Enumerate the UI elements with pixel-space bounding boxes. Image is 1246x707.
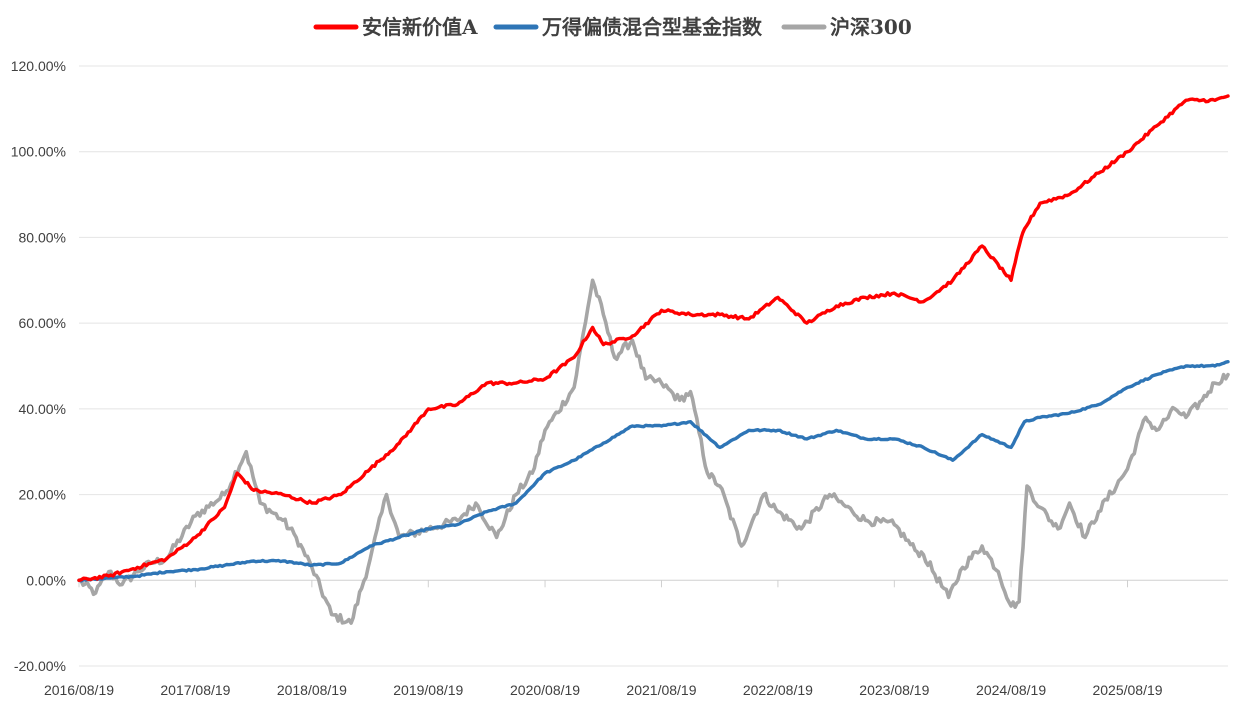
series-line-1 [77, 360, 1230, 583]
series-line-2 [77, 278, 1230, 625]
series-line-0 [77, 94, 1230, 582]
y-tick-label: 60.00% [19, 315, 66, 331]
y-axis-ticks: -20.00% 0.00% 20.00% 40.00% 60.00% 80.00% 100.… [11, 58, 66, 674]
y-tick-label: 100.00% [11, 144, 66, 160]
y-tick-label: 0.00% [26, 572, 66, 588]
x-tick-label: 2023/08/19 [859, 682, 929, 698]
series-lines [77, 94, 1230, 625]
x-tick-label: 2019/08/19 [393, 682, 463, 698]
legend: 安信新价值A 万得偏债混合型基金指数 沪深300 [313, 15, 912, 39]
x-tick-label: 2021/08/19 [626, 682, 696, 698]
y-tick-label: 80.00% [19, 229, 66, 245]
x-tick-label: 2022/08/19 [743, 682, 813, 698]
x-tick-label: 2017/08/19 [160, 682, 230, 698]
x-tick-label: 2016/08/19 [44, 682, 114, 698]
y-tick-label: -20.00% [14, 658, 66, 674]
x-axis-ticks: 2016/08/19 2017/08/19 2018/08/19 2019/08/19… [44, 580, 1163, 698]
x-tick-label: 2018/08/19 [277, 682, 347, 698]
legend-label: 万得偏债混合型基金指数 [541, 15, 763, 39]
x-tick-label: 2020/08/19 [510, 682, 580, 698]
legend-label: 安信新价值A [362, 15, 478, 39]
gridlines [79, 65, 1228, 667]
y-tick-label: 20.00% [19, 487, 66, 503]
y-tick-label: 40.00% [19, 401, 66, 417]
x-tick-label: 2024/08/19 [976, 682, 1046, 698]
y-tick-label: 120.00% [11, 58, 66, 74]
legend-label: 沪深300 [830, 15, 912, 39]
x-tick-label: 2025/08/19 [1092, 682, 1162, 698]
